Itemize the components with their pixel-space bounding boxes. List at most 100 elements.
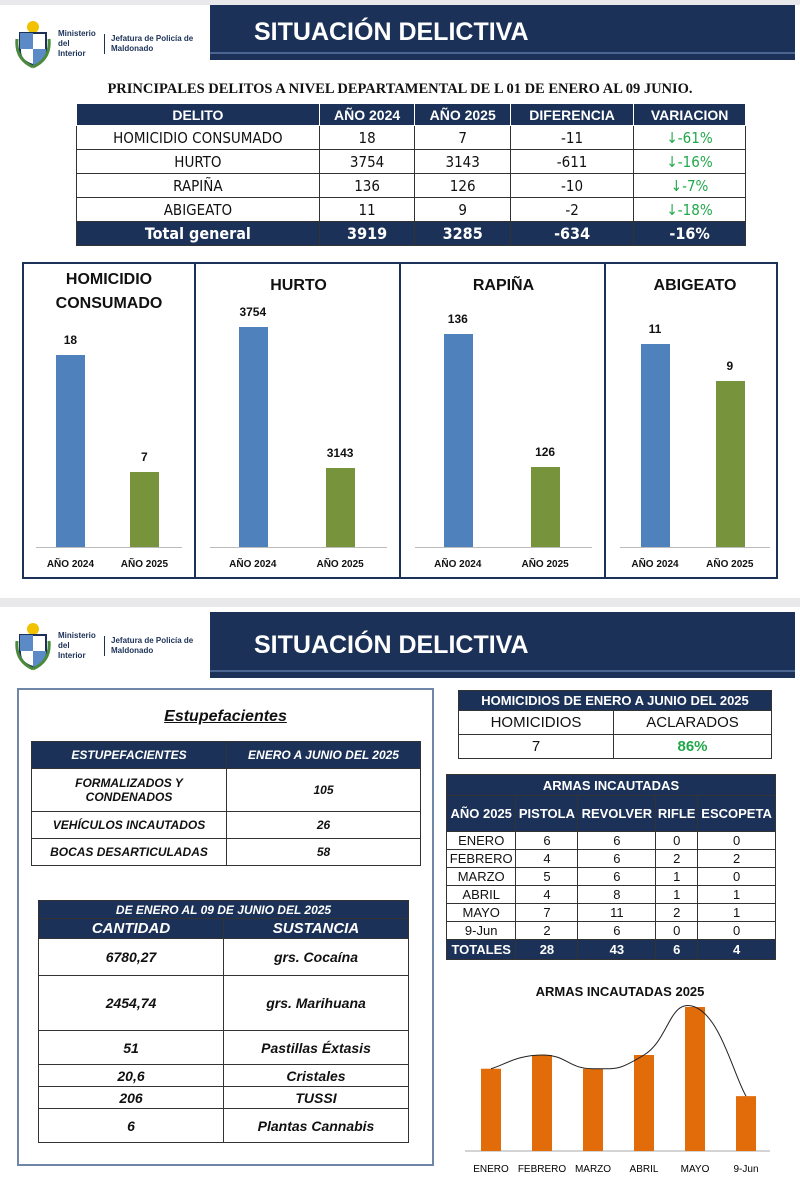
data-label: 136 bbox=[447, 311, 468, 326]
table-cell: 3143 bbox=[414, 149, 511, 174]
table-cell: 86% bbox=[613, 734, 772, 759]
table-cell: 1 bbox=[697, 903, 776, 922]
logo-divider bbox=[104, 636, 105, 656]
table-cell: BOCAS DESARTICULADAS bbox=[31, 838, 227, 866]
table-cell: 7 bbox=[414, 125, 511, 150]
table-row: FORMALIZADOS Y CONDENADOS 105 bbox=[31, 768, 421, 812]
table-cell: 7 bbox=[515, 903, 579, 922]
tick-label: AÑO 2025 bbox=[521, 559, 569, 570]
total-cell: Total general bbox=[76, 221, 320, 246]
total-cell: 43 bbox=[577, 939, 657, 960]
column-header: DIFERENCIA bbox=[509, 103, 635, 126]
total-cell: TOTALES bbox=[445, 939, 517, 960]
table-cell: grs. Marihuana bbox=[223, 975, 409, 1031]
chart-panel: HURTO 3754 AÑO 2024 3143 AÑO 2025 bbox=[198, 264, 401, 577]
table-cell: FEBRERO bbox=[445, 849, 517, 868]
bar-9-jun bbox=[736, 1096, 756, 1151]
table-cell: MARZO bbox=[445, 867, 517, 886]
table-row: HOMICIDIO CONSUMADO 18 7 -11 ↓-61% bbox=[76, 125, 746, 150]
table-cell: 20,6 bbox=[38, 1064, 224, 1087]
title-row: DE ENERO AL 09 DE JUNIO DEL 2025 bbox=[38, 900, 409, 919]
header-row: DELITO AÑO 2024 AÑO 2025 DIFERENCIA VARIACIO… bbox=[76, 103, 746, 126]
table-cell: ↓-61% bbox=[633, 125, 746, 150]
column-header: AÑO 2025 bbox=[414, 103, 511, 126]
chart-panel: RAPIÑA 136 AÑO 2024 126 AÑO 2025 bbox=[403, 264, 606, 577]
table-cell: 0 bbox=[697, 867, 776, 886]
table-cell: 26 bbox=[226, 811, 421, 839]
table-row: HURTO 3754 3143 -611 ↓-16% bbox=[76, 149, 746, 174]
header-row: AÑO 2025 PISTOLA REVOLVER RIFLE ESCOPETA bbox=[445, 795, 776, 832]
tick-label: AÑO 2025 bbox=[120, 559, 169, 570]
table-cell: -10 bbox=[509, 173, 635, 198]
table-cell: Cristales bbox=[223, 1064, 409, 1087]
table-cell: grs. Cocaína bbox=[223, 938, 409, 976]
jefatura-label: Jefatura de Policía de Maldonado bbox=[111, 34, 194, 53]
total-cell: 3285 bbox=[414, 221, 511, 246]
chart-title: HURTO bbox=[270, 277, 327, 294]
table-cell: TUSSI bbox=[223, 1086, 409, 1109]
table-cell: 51 bbox=[38, 1030, 224, 1065]
value-row: 7 86% bbox=[457, 734, 772, 759]
data-label: 3754 bbox=[239, 304, 267, 319]
data-label: 9 bbox=[726, 358, 734, 373]
table-cell: -2 bbox=[509, 197, 635, 222]
tick-label: MAYO bbox=[681, 1164, 710, 1175]
table-cell: 9-Jun bbox=[445, 921, 517, 940]
logo-divider bbox=[104, 34, 105, 54]
armas-table: ARMAS INCAUTADAS AÑO 2025 PISTOLA REVOLVER R… bbox=[445, 774, 776, 960]
header-row: CANTIDAD SUSTANCIA bbox=[38, 918, 409, 939]
total-cell: 6 bbox=[655, 939, 699, 960]
bar-año-2024 bbox=[56, 355, 86, 547]
table-cell: 7 bbox=[457, 734, 615, 759]
x-axis bbox=[415, 547, 592, 548]
tick-label: AÑO 2025 bbox=[316, 559, 364, 570]
table-cell: HOMICIDIO CONSUMADO bbox=[76, 125, 320, 150]
chart-panel: ABIGEATO 11 AÑO 2024 9 AÑO 2025 bbox=[608, 264, 782, 577]
table-cell: 1 bbox=[697, 885, 776, 904]
chart-title: RAPIÑA bbox=[472, 277, 535, 294]
table-cell: 2454,74 bbox=[38, 975, 224, 1031]
table-cell: ABRIL bbox=[445, 885, 517, 904]
total-cell: 3919 bbox=[318, 221, 416, 246]
x-axis bbox=[210, 547, 387, 548]
table-cell: 2 bbox=[697, 849, 776, 868]
jefatura-label: Jefatura de Policía de Maldonado bbox=[111, 636, 194, 655]
data-label: 11 bbox=[648, 321, 662, 336]
table-cell: 18 bbox=[318, 125, 416, 150]
table-cell: 6780,27 bbox=[38, 938, 224, 976]
tick-label: FEBRERO bbox=[518, 1164, 567, 1175]
tick-label: 9-Jun bbox=[733, 1164, 758, 1175]
table-cell: FORMALIZADOS Y CONDENADOS bbox=[31, 768, 227, 812]
column-header: VARIACION bbox=[633, 103, 746, 126]
data-label: 7 bbox=[141, 450, 148, 465]
tick-label: MARZO bbox=[575, 1164, 611, 1175]
table-cell: 126 bbox=[414, 173, 511, 198]
table-cell: 4 bbox=[515, 885, 579, 904]
bar-abril bbox=[634, 1055, 654, 1151]
table-row: MAYO 7 11 2 1 bbox=[445, 903, 776, 922]
table-row: ABRIL 4 8 1 1 bbox=[445, 885, 776, 904]
table-row: 20,6 Cristales bbox=[38, 1064, 409, 1087]
bar-enero bbox=[481, 1068, 501, 1151]
column-header: ESCOPETA bbox=[697, 795, 776, 832]
table-cell: 6 bbox=[577, 867, 657, 886]
table-cell: 3754 bbox=[318, 149, 416, 174]
column-header: PISTOLA bbox=[515, 795, 579, 832]
total-row: TOTALES 28 43 6 4 bbox=[445, 939, 776, 960]
header-row: HOMICIDIOS ACLARADOS bbox=[457, 710, 772, 735]
column-header: DELITO bbox=[76, 103, 320, 126]
page-2: Ministerio del Interior Jefatura de Poli… bbox=[0, 607, 800, 1177]
chart-title: HOMICIDIO CONSUMADO bbox=[55, 271, 163, 312]
table-cell: 0 bbox=[655, 831, 699, 850]
column-header: REVOLVER bbox=[577, 795, 657, 832]
subtitle: PRINCIPALES DELITOS A NIVEL DEPARTAMENTA… bbox=[107, 81, 693, 97]
table-row: 6 Plantas Cannabis bbox=[38, 1108, 409, 1143]
bar-marzo bbox=[583, 1068, 603, 1151]
title-row: HOMICIDIOS DE ENERO A JUNIO DEL 2025 bbox=[458, 690, 772, 711]
ministry-label: Ministerio del Interior bbox=[58, 631, 96, 660]
table-cell: Plantas Cannabis bbox=[223, 1108, 409, 1143]
tick-label: AÑO 2024 bbox=[631, 559, 679, 570]
page-title: SITUACIÓN DELICTIVA bbox=[210, 5, 795, 60]
tick-label: AÑO 2024 bbox=[434, 559, 482, 570]
table-cell: 11 bbox=[577, 903, 657, 922]
